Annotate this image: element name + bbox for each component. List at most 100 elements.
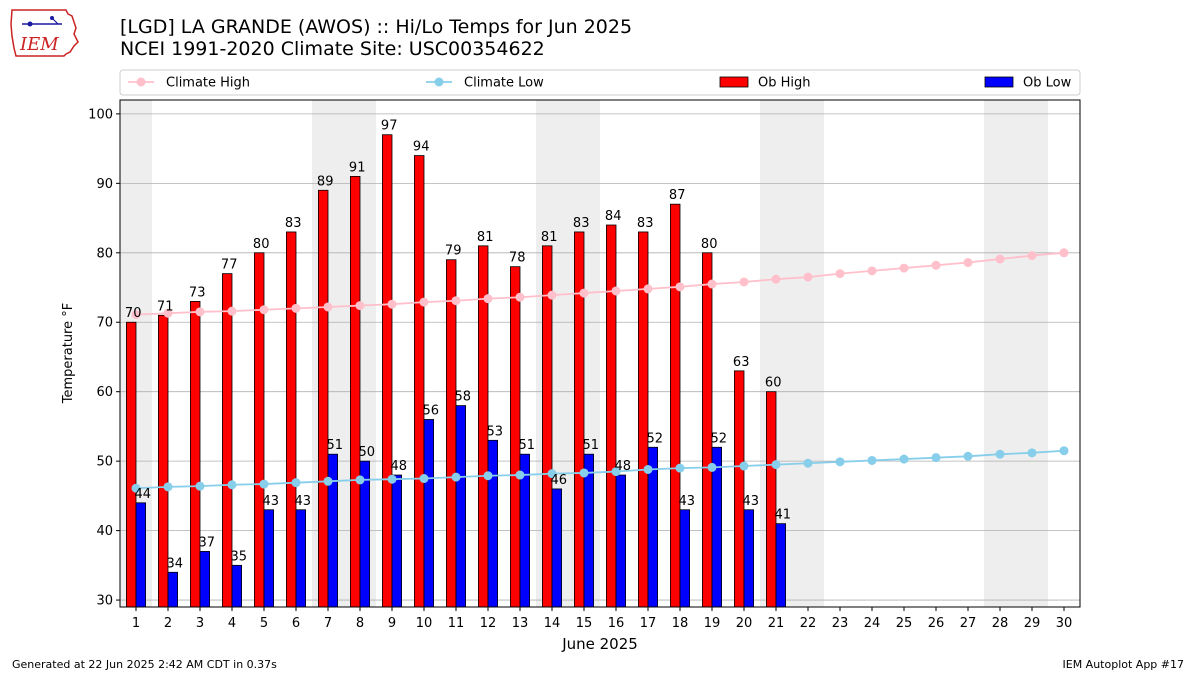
ob-high-bar-3: [189, 301, 201, 608]
ob-high-label-12: 81: [477, 230, 494, 245]
climate-high-point-21: [771, 274, 781, 284]
weekend-shading: [120, 100, 1048, 607]
x-tick-label-3: 3: [196, 616, 204, 631]
ob-low-label-15: 51: [583, 438, 600, 453]
ob-low-label-10: 56: [423, 403, 440, 418]
ob-low-label-14: 46: [551, 473, 568, 488]
ob-low-label-7: 51: [327, 438, 344, 453]
climate-low-point-2: [163, 482, 173, 492]
x-axis: 1 2 3 4 5 6 7 8 9 10 11 12 13 14 15 16 17 18 19 20 21 22 23 24 2…: [132, 607, 1072, 631]
legend-ob-high-label: Ob High: [758, 76, 811, 91]
lines-layer: [131, 248, 1069, 493]
climate-high-point-22: [803, 272, 813, 282]
y-tick-label-60: 60: [96, 385, 113, 400]
ob-high-bar-18: [670, 203, 681, 608]
x-tick-label-19: 19: [704, 616, 721, 631]
ob-low-bar-3: [199, 551, 210, 608]
ob-low-label-17: 52: [647, 431, 664, 446]
weekend-shade-28: [984, 100, 1016, 607]
x-tick-label-7: 7: [324, 616, 332, 631]
x-tick-label-18: 18: [672, 616, 689, 631]
climate-low-point-28: [995, 449, 1005, 459]
ob-low-label-2: 34: [167, 556, 184, 571]
climate-high-point-9: [387, 299, 397, 309]
footer-generated: Generated at 22 Jun 2025 2:42 AM CDT in …: [12, 658, 277, 671]
footer-app: IEM Autoplot App #17: [1062, 658, 1185, 671]
y-axis-label: Temperature °F: [61, 303, 76, 404]
weekend-shade-22: [792, 100, 824, 607]
ob-low-label-5: 43: [263, 494, 280, 509]
x-tick-label-17: 17: [640, 616, 657, 631]
ob-high-label-17: 83: [637, 216, 654, 231]
ob-high-bar-16: [606, 224, 617, 608]
climate-low-point-7: [323, 476, 333, 486]
climate-high-point-8: [355, 301, 365, 311]
ob-high-bar-7: [317, 189, 329, 608]
ob-low-bar-12: [487, 439, 499, 608]
ob-low-bar-10: [423, 419, 435, 608]
ob-high-label-18: 87: [669, 188, 686, 203]
x-tick-label-26: 26: [928, 616, 945, 631]
ob-high-bar-19: [702, 252, 713, 608]
ob-low-bar-11: [455, 405, 467, 608]
title-line-1: [LGD] LA GRANDE (AWOS) :: Hi/Lo Temps fo…: [120, 16, 633, 38]
ob-high-label-4: 77: [221, 258, 238, 273]
climate-high-point-30: [1059, 248, 1069, 258]
y-tick-label-70: 70: [96, 316, 113, 331]
climate-low-point-23: [835, 457, 845, 467]
ob-low-label-18: 43: [679, 494, 696, 509]
climate-low-point-19: [707, 462, 717, 472]
climate-high-line: [135, 251, 1065, 316]
ob-high-bar-14: [542, 245, 553, 608]
ob-low-label-12: 53: [487, 424, 504, 439]
x-tick-label-2: 2: [164, 616, 172, 631]
ob-low-bar-14: [551, 488, 563, 608]
climate-low-point-25: [899, 454, 909, 464]
legend-climate-low-label: Climate Low: [464, 76, 544, 91]
logo-text: IEM: [19, 34, 59, 55]
ob-high-label-6: 83: [285, 216, 302, 231]
x-tick-label-1: 1: [132, 616, 140, 631]
climate-high-point-1: [131, 310, 141, 320]
climate-low-point-18: [675, 463, 685, 473]
x-tick-label-23: 23: [832, 616, 849, 631]
climate-low-point-6: [291, 478, 301, 488]
ob-low-bar-20: [743, 509, 755, 608]
ob-high-bar-8: [349, 175, 361, 608]
ob-low-bar-16: [615, 474, 627, 608]
climate-high-point-6: [291, 303, 301, 313]
climate-high-point-27: [963, 258, 973, 268]
legend-ob-low-swatch: [984, 76, 1014, 88]
ob-high-label-7: 89: [317, 174, 334, 189]
ob-high-bar-20: [734, 370, 745, 608]
climate-high-point-20: [739, 277, 749, 287]
iem-logo: IEM: [8, 6, 80, 58]
chart-title: [LGD] LA GRANDE (AWOS) :: Hi/Lo Temps fo…: [120, 16, 632, 60]
ob-high-label-13: 78: [509, 251, 526, 266]
climate-high-point-7: [323, 302, 333, 312]
ob-low-label-19: 52: [711, 431, 728, 446]
ob-high-label-2: 71: [157, 299, 174, 314]
ob-high-label-8: 91: [349, 160, 366, 175]
climate-low-point-4: [227, 480, 237, 490]
climate-low-point-29: [1027, 448, 1037, 458]
climate-high-point-17: [643, 284, 653, 294]
climate-high-point-28: [995, 254, 1005, 264]
x-tick-label-14: 14: [544, 616, 561, 631]
x-tick-label-28: 28: [992, 616, 1009, 631]
ob-high-label-19: 80: [701, 237, 718, 252]
climate-high-point-25: [899, 263, 909, 273]
climate-high-point-3: [195, 307, 205, 317]
climate-high-point-16: [611, 286, 621, 296]
climate-high-point-11: [451, 296, 461, 306]
climate-low-point-30: [1059, 446, 1069, 456]
climate-high-point-13: [515, 292, 525, 302]
climate-low-point-3: [195, 481, 205, 491]
climate-low-point-8: [355, 475, 365, 485]
climate-high-point-12: [483, 294, 493, 304]
ob-high-bar-6: [285, 231, 297, 608]
legend-climate-low-swatch-point: [434, 77, 444, 87]
x-tick-label-22: 22: [800, 616, 817, 631]
ob-low-bar-5: [263, 509, 275, 608]
